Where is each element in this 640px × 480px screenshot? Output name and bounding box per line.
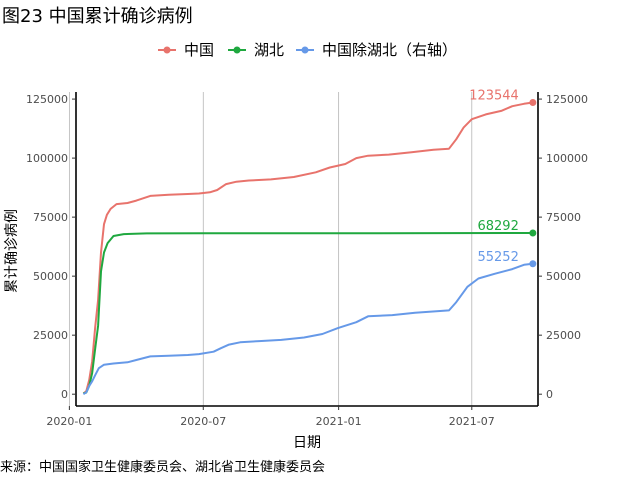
- series-line-1: [83, 232, 533, 395]
- legend-swatch-dot-0: [163, 46, 171, 54]
- y-axis-title: 累计确诊病例: [4, 209, 20, 293]
- y-tick-label-left: 25000: [33, 329, 68, 342]
- axes: [68, 92, 542, 410]
- x-tick-label: 2021-07: [449, 415, 495, 428]
- series-end-marker-2: [529, 260, 537, 268]
- series-line-2: [82, 262, 534, 396]
- legend-label-1: 湖北: [254, 41, 284, 59]
- y-tick-label-right: 125000: [546, 93, 588, 106]
- legend-swatch-dot-2: [301, 46, 309, 54]
- series-end-label-2: 55252: [477, 250, 518, 265]
- gridlines: [68, 92, 473, 406]
- series-line-0: [82, 101, 534, 395]
- legend-swatch-dot-1: [233, 46, 241, 54]
- figure-title: 图23 中国累计确诊病例: [2, 6, 193, 27]
- series-end-label-1: 68292: [477, 219, 518, 234]
- source-note: 来源：中国国家卫生健康委员会、湖北省卫生健康委员会: [0, 460, 326, 475]
- y-tick-label-right: 50000: [546, 270, 581, 283]
- y-tick-label-left: 75000: [33, 211, 68, 224]
- series-lines: 123544 68292 55252: [82, 89, 537, 396]
- legend-label-0: 中国: [184, 41, 214, 59]
- y-tick-label-right: 75000: [546, 211, 581, 224]
- x-tick-label: 2021-01: [316, 415, 362, 428]
- y-tick-label-right: 0: [546, 388, 553, 401]
- y-tick-label-left: 50000: [33, 270, 68, 283]
- y-tick-label-right: 25000: [546, 329, 581, 342]
- series-end-marker-0: [529, 99, 537, 107]
- series-end-label-0: 123544: [469, 89, 519, 104]
- tick-labels: 0 25000 50000 75000 100000 125000 0 25000 50000 7…: [26, 93, 588, 428]
- y-tick-label-left: 100000: [26, 152, 68, 165]
- y-tick-label-right: 100000: [546, 152, 588, 165]
- series-end-marker-1: [529, 229, 537, 237]
- y-tick-label-left: 125000: [26, 93, 68, 106]
- x-tick-label: 2020-01: [46, 415, 92, 428]
- x-axis-title: 日期: [293, 435, 321, 451]
- legend-label-2: 中国除湖北（右轴）: [322, 41, 457, 59]
- x-tick-label: 2020-07: [180, 415, 226, 428]
- legend: 中国 湖北 中国除湖北（右轴）: [158, 41, 457, 59]
- y-tick-label-left: 0: [61, 388, 68, 401]
